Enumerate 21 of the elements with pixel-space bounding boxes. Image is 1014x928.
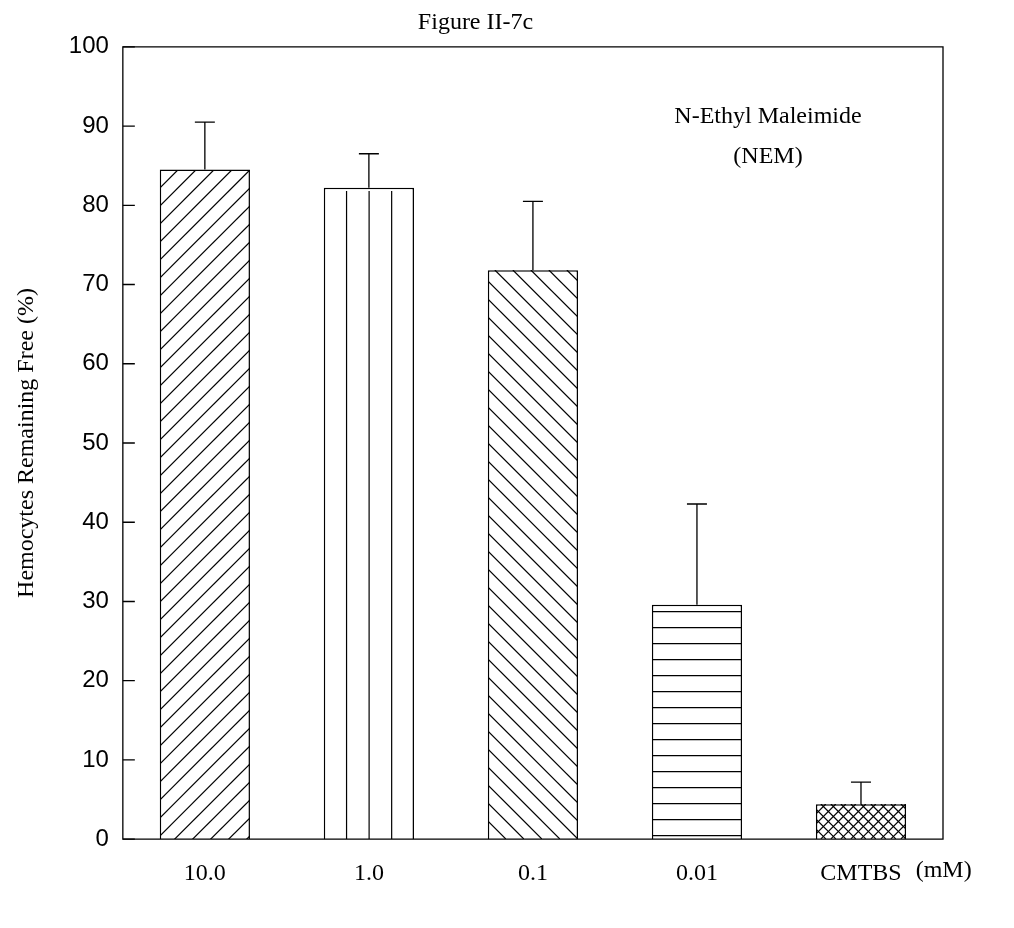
y-tick-label: 40 [82,506,109,534]
x-tick-label: 1.0 [353,858,384,885]
annotation: (NEM) [733,142,803,169]
x-tick-label: 10.0 [183,858,226,885]
y-tick-label: 80 [82,189,109,217]
annotation: N-Ethyl Maleimide [674,102,862,129]
y-tick-label: 60 [82,348,109,376]
y-tick-label: 30 [82,586,109,614]
y-tick-label: 10 [82,744,109,772]
y-tick-label: 0 [95,823,109,851]
x-tick-label: 0.1 [517,858,548,885]
x-axis-title: (mM) [915,856,972,883]
y-axis-title: Hemocytes Remaining Free (%) [11,288,38,598]
y-tick-label: 20 [82,665,109,693]
x-tick-label: 0.01 [675,858,718,885]
y-tick-label: 100 [68,31,109,59]
y-tick-label: 70 [82,269,109,297]
x-tick-label: CMTBS [820,858,902,885]
y-tick-label: 50 [82,427,109,455]
chart-title: Figure II-7c [417,7,534,34]
y-tick-label: 90 [82,110,109,138]
